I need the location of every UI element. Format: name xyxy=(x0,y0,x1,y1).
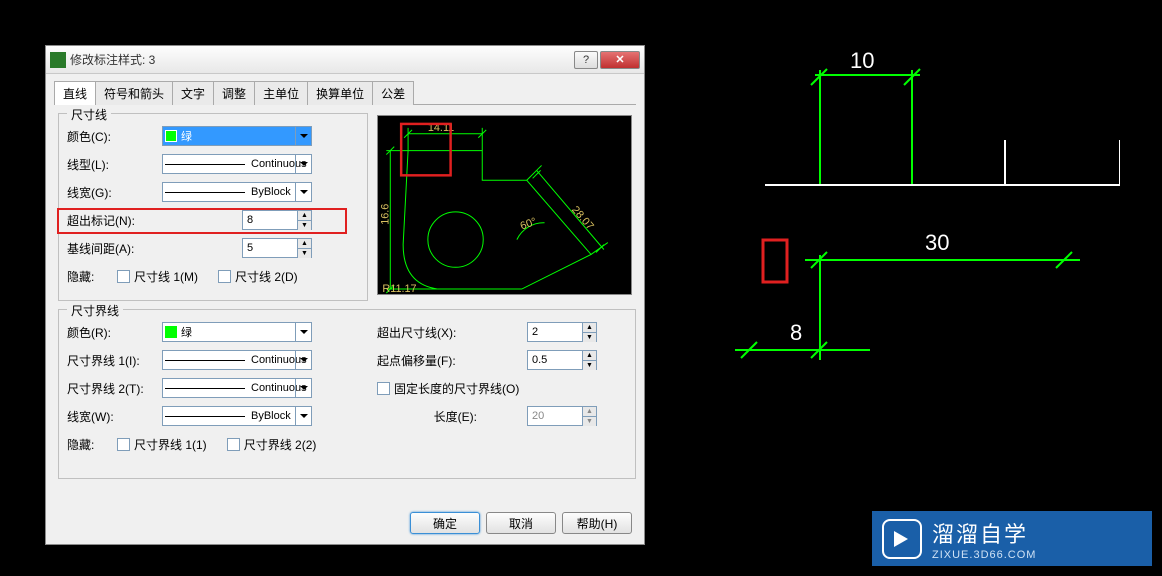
line-sample-icon xyxy=(165,192,245,193)
line-sample-icon xyxy=(165,416,245,417)
origin-offset-value: 0.5 xyxy=(532,354,547,366)
fixed-length-checkbox[interactable] xyxy=(377,382,390,395)
close-button[interactable]: ✕ xyxy=(600,51,640,69)
dimstyle-preview: 14.11 16.6 28.07 60° R11.17 xyxy=(377,115,632,295)
hide-dimline2-label: 尺寸线 2(D) xyxy=(235,268,298,285)
extline2-type-label: 尺寸界线 2(T): xyxy=(67,380,162,397)
hide-extline1-label: 尺寸界线 1(1) xyxy=(134,436,207,453)
extline-lineweight-label: 线宽(W): xyxy=(67,408,162,425)
cancel-button[interactable]: 取消 xyxy=(486,512,556,534)
dimline-lineweight-label: 线宽(G): xyxy=(67,184,162,201)
extline-color-value: 绿 xyxy=(181,324,192,340)
hide-extline1-checkbox[interactable] xyxy=(117,438,130,451)
extline-color-select[interactable]: 绿 xyxy=(162,322,312,342)
watermark-main: 溜溜自学 xyxy=(932,517,1036,549)
hide-dimline2-checkbox[interactable] xyxy=(218,270,231,283)
play-icon xyxy=(882,519,922,559)
tab-lines[interactable]: 直线 xyxy=(54,81,96,105)
dimline-lineweight-select[interactable]: ByBlock xyxy=(162,182,312,202)
dialog-footer: 确定 取消 帮助(H) xyxy=(410,512,632,534)
tab-fit[interactable]: 调整 xyxy=(213,81,255,105)
dimline-linetype-label: 线型(L): xyxy=(67,156,162,173)
tab-arrows[interactable]: 符号和箭头 xyxy=(95,81,173,105)
chevron-down-icon xyxy=(295,323,311,341)
beyond-dimline-spinner[interactable]: 2 ▲▼ xyxy=(527,322,597,342)
color-swatch-icon xyxy=(165,130,177,142)
color-swatch-icon xyxy=(165,326,177,338)
fixed-length-value: 20 xyxy=(532,410,544,422)
group-dimline-title: 尺寸线 xyxy=(67,106,111,123)
help-footer-button[interactable]: 帮助(H) xyxy=(562,512,632,534)
dimline-color-label: 颜色(C): xyxy=(67,128,162,145)
tab-tolerance[interactable]: 公差 xyxy=(372,81,414,105)
fixed-length-value-label: 长度(E): xyxy=(377,408,487,425)
app-icon xyxy=(50,52,66,68)
line-sample-icon xyxy=(165,388,245,389)
extline-lineweight-select[interactable]: ByBlock xyxy=(162,406,312,426)
preview-dim-diag: 28.07 xyxy=(569,204,596,232)
ok-button[interactable]: 确定 xyxy=(410,512,480,534)
dimline-hide-label: 隐藏: xyxy=(67,268,117,285)
baseline-spacing-value: 5 xyxy=(247,242,253,254)
preview-dim-radius: R11.17 xyxy=(382,283,416,294)
hide-extline2-label: 尺寸界线 2(2) xyxy=(244,436,317,453)
tab-strip: 直线 符号和箭头 文字 调整 主单位 换算单位 公差 xyxy=(54,80,636,105)
hide-dimline1-label: 尺寸线 1(M) xyxy=(134,268,198,285)
fixed-length-label: 固定长度的尺寸界线(O) xyxy=(394,380,519,397)
preview-dim-angle: 60° xyxy=(519,216,539,233)
group-extline: 尺寸界线 颜色(R): 绿 尺寸界线 1(I): xyxy=(58,309,636,479)
origin-offset-label: 起点偏移量(F): xyxy=(377,352,487,369)
extline-lineweight-value: ByBlock xyxy=(251,410,291,422)
extend-mark-value: 8 xyxy=(247,214,253,226)
tab-text[interactable]: 文字 xyxy=(172,81,214,105)
hide-dimline1-checkbox[interactable] xyxy=(117,270,130,283)
cad-canvas: 10 30 8 xyxy=(700,40,1120,440)
chevron-down-icon xyxy=(295,155,311,173)
group-dimline: 尺寸线 颜色(C): 绿 线型(L): Continuous 线宽(G): xyxy=(58,113,368,301)
extline-color-label: 颜色(R): xyxy=(67,324,162,341)
fixed-length-spinner: 20 ▲▼ xyxy=(527,406,597,426)
preview-dim-left: 16.6 xyxy=(379,204,391,225)
cad-dim-8: 8 xyxy=(790,320,802,345)
dimline-color-value: 绿 xyxy=(181,128,192,144)
chevron-down-icon xyxy=(295,407,311,425)
cad-dim-30: 30 xyxy=(925,230,949,255)
tab-alt-units[interactable]: 换算单位 xyxy=(307,81,373,105)
baseline-spacing-label: 基线间距(A): xyxy=(67,240,162,257)
dimline-lineweight-value: ByBlock xyxy=(251,186,291,198)
chevron-down-icon xyxy=(295,379,311,397)
help-button[interactable]: ? xyxy=(574,51,598,69)
hide-extline2-checkbox[interactable] xyxy=(227,438,240,451)
window-title: 修改标注样式: 3 xyxy=(70,51,574,68)
cad-dim-10: 10 xyxy=(850,48,874,73)
window-titlebar: 修改标注样式: 3 ? ✕ xyxy=(46,46,644,74)
group-extline-title: 尺寸界线 xyxy=(67,302,123,319)
chevron-down-icon xyxy=(295,127,311,145)
watermark-sub: ZIXUE.3D66.COM xyxy=(932,549,1036,561)
extline1-type-label: 尺寸界线 1(I): xyxy=(67,352,162,369)
beyond-dimline-value: 2 xyxy=(532,326,538,338)
watermark: 溜溜自学 ZIXUE.3D66.COM xyxy=(872,511,1152,566)
dimline-color-select[interactable]: 绿 xyxy=(162,126,312,146)
extend-mark-spinner[interactable]: 8 ▲▼ xyxy=(242,210,312,230)
dimline-linetype-select[interactable]: Continuous xyxy=(162,154,312,174)
extline-hide-label: 隐藏: xyxy=(67,436,117,453)
tab-primary-units[interactable]: 主单位 xyxy=(254,81,308,105)
extline2-type-select[interactable]: Continuous xyxy=(162,378,312,398)
line-sample-icon xyxy=(165,360,245,361)
baseline-spacing-spinner[interactable]: 5 ▲▼ xyxy=(242,238,312,258)
dimstyle-dialog: 修改标注样式: 3 ? ✕ 直线 符号和箭头 文字 调整 主单位 换算单位 公差 xyxy=(45,45,645,545)
chevron-down-icon xyxy=(295,183,311,201)
beyond-dimline-label: 超出尺寸线(X): xyxy=(377,324,487,341)
origin-offset-spinner[interactable]: 0.5 ▲▼ xyxy=(527,350,597,370)
extline1-type-select[interactable]: Continuous xyxy=(162,350,312,370)
line-sample-icon xyxy=(165,164,245,165)
chevron-down-icon xyxy=(295,351,311,369)
